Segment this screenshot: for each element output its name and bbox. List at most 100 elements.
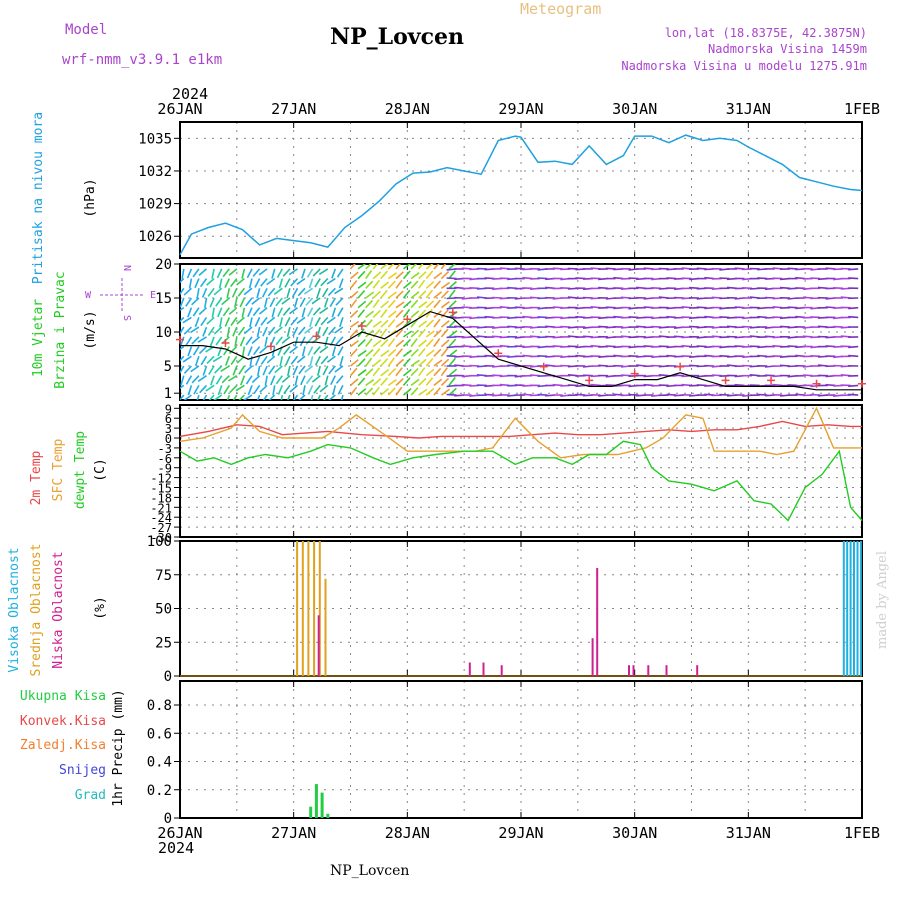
x-tick-label-top: 30JAN xyxy=(612,100,657,118)
wind-arrow xyxy=(180,287,185,296)
pressure-line xyxy=(179,134,863,256)
wind-arrow xyxy=(372,290,382,299)
x-tick-label-bottom: 28JAN xyxy=(385,824,430,842)
wind-arrow xyxy=(372,279,381,289)
wind-arrow xyxy=(357,289,366,299)
wind-arrow xyxy=(448,387,457,396)
wind-arrow xyxy=(309,356,314,367)
wind-arrow xyxy=(410,387,419,396)
wind-arrow xyxy=(262,365,268,376)
wind-arrow xyxy=(284,278,291,288)
wind-arrow xyxy=(848,306,859,310)
low-cloud-bar xyxy=(696,665,699,676)
wind-arrow xyxy=(290,355,299,365)
wind-gust-marker xyxy=(221,339,230,347)
wind-arrow xyxy=(418,309,427,318)
x-tick-label-top: 1FEB xyxy=(844,100,880,118)
high-cloud-bar xyxy=(842,541,845,676)
wind-arrow xyxy=(237,287,246,297)
wind-arrow xyxy=(191,375,200,384)
wind-arrow xyxy=(380,300,389,309)
wind-arrow xyxy=(236,277,245,286)
wind-arrow xyxy=(349,367,358,377)
high-cloud-bar xyxy=(859,541,862,676)
wind-arrow xyxy=(304,326,314,334)
wind-arrow xyxy=(380,328,388,338)
precip-bar xyxy=(314,784,318,818)
wind-arrow xyxy=(448,289,456,299)
wind-arrow xyxy=(273,326,283,335)
wind-arrow xyxy=(357,300,367,309)
wind-arrow xyxy=(283,346,291,355)
wind-arrow xyxy=(440,367,448,377)
footer-station: NP_Lovcen xyxy=(330,863,409,879)
wind-arrow xyxy=(228,346,238,354)
wind-arrow xyxy=(440,339,450,348)
wind-arrow xyxy=(308,278,314,289)
station-title: NP_Lovcen xyxy=(330,24,464,50)
wind-arrow xyxy=(349,359,359,367)
wind-arrow xyxy=(199,384,208,394)
y-tick-label: -27 xyxy=(150,521,172,535)
wind-arrow xyxy=(349,299,358,309)
wind-arrow xyxy=(448,300,457,309)
wind-gust-marker xyxy=(312,332,321,341)
wind-arrow xyxy=(262,326,268,337)
x-tick-label-top: 26JAN xyxy=(157,100,202,118)
wind-arrow xyxy=(303,287,314,295)
wind-arrow xyxy=(387,357,395,367)
wind-arrow xyxy=(307,385,314,395)
wind-arrow xyxy=(226,288,231,299)
wind-arrow xyxy=(448,264,457,270)
wind-arrow xyxy=(180,336,185,347)
wind-arrow xyxy=(205,384,215,392)
wind-arrow xyxy=(425,270,434,280)
y-tick-label: 0 xyxy=(164,811,172,827)
wind-arrow xyxy=(305,375,314,385)
high-cloud-bar xyxy=(846,541,849,676)
wind-arrow xyxy=(357,369,367,377)
x-tick-label-bottom: 30JAN xyxy=(612,824,657,842)
wind-arrow xyxy=(410,280,419,289)
wind-arrow xyxy=(202,365,208,376)
wind-arrow xyxy=(448,270,456,280)
low-cloud-bar xyxy=(317,615,320,677)
wind-arrow xyxy=(196,288,200,299)
wind-arrow xyxy=(180,394,185,400)
wind-arrow xyxy=(337,385,344,395)
wind-arrow xyxy=(418,271,427,280)
wind-arrow xyxy=(334,326,344,334)
low-cloud-bar xyxy=(482,662,485,676)
wind-arrow xyxy=(185,375,193,385)
wind-arrow xyxy=(231,287,238,298)
wind-arrow xyxy=(220,365,230,372)
wind-arrow xyxy=(848,345,859,349)
panel-cloud: 0 25 50 75 100 xyxy=(147,534,863,685)
wind-arrow xyxy=(314,278,321,288)
wind-arrow xyxy=(336,268,344,278)
wind-arrow xyxy=(365,319,373,328)
wind-arrow xyxy=(365,280,374,289)
wind-arrow xyxy=(307,307,314,317)
wind-arrow xyxy=(328,326,336,336)
wind-arrow xyxy=(403,264,412,270)
wind-arrow xyxy=(418,301,428,309)
wind-arrow xyxy=(192,346,200,356)
wind-arrow xyxy=(403,349,412,357)
wind-arrow xyxy=(182,355,192,363)
wind-arrow xyxy=(289,307,298,315)
wind-arrow xyxy=(433,348,442,357)
wind-arrow xyxy=(243,394,253,400)
wind-arrow xyxy=(314,317,321,327)
wind-arrow xyxy=(277,307,284,317)
wind-arrow xyxy=(222,268,230,278)
wind-arrow xyxy=(236,316,245,325)
wind-arrow xyxy=(395,386,403,396)
wind-arrow xyxy=(395,264,401,270)
wind-arrow xyxy=(387,272,398,280)
wind-arrow xyxy=(180,365,185,375)
wind-arrow xyxy=(185,336,193,346)
wind-gust-marker xyxy=(858,379,866,388)
wind-arrow xyxy=(380,377,389,386)
wind-arrow xyxy=(264,336,268,347)
